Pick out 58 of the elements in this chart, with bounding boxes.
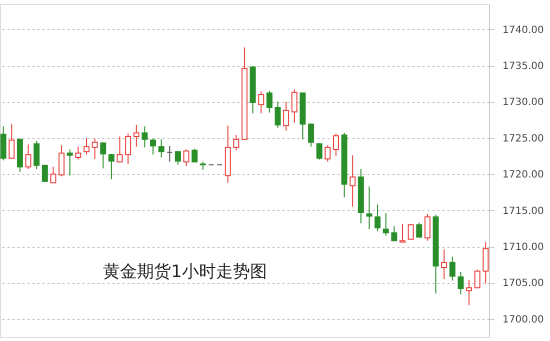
y-tick-label: 1700.00: [502, 314, 544, 326]
y-tick-label: 1740.00: [502, 24, 544, 36]
y-tick-label: 1705.00: [502, 278, 544, 290]
candlestick: [166, 145, 173, 162]
y-tick-label: 1730.00: [502, 97, 544, 108]
candlestick: [58, 144, 65, 177]
candlestick: [466, 279, 472, 306]
candlestick: [408, 224, 414, 240]
candlestick: [274, 101, 281, 128]
candlestick: [42, 164, 48, 183]
candlestick: [474, 269, 480, 288]
annotation: 黄金期货1小时走势图: [103, 262, 267, 282]
candlestick: [25, 144, 32, 170]
candlestick: [291, 88, 298, 124]
candlestick: [283, 101, 290, 132]
candlestick: [192, 148, 198, 164]
candlestick: [100, 142, 106, 169]
candlestick: [158, 138, 164, 158]
y-tick-label: 1735.00: [502, 61, 544, 72]
candlestick: [50, 166, 56, 184]
candlestick: [350, 154, 356, 208]
candlestick: [116, 136, 123, 164]
candlestick: [366, 186, 372, 230]
candlestick: [75, 146, 82, 160]
candlestick: [441, 248, 448, 280]
candlestick: [482, 242, 489, 284]
candlestick: [382, 212, 389, 236]
candlestick: [374, 204, 381, 232]
candlestick: [416, 222, 422, 238]
candlestick: [133, 124, 140, 148]
candlestick: [174, 150, 181, 166]
candlestick: [324, 144, 331, 162]
candlestick: [308, 122, 314, 148]
candlestick: [233, 134, 240, 151]
candlestick: [108, 153, 114, 180]
candlestick: [400, 224, 406, 243]
candlestick: [258, 91, 264, 114]
candlestick: [449, 256, 456, 282]
candlestick: [183, 149, 190, 167]
candlestick: [266, 90, 272, 114]
y-tick-label: 1720.00: [502, 170, 544, 181]
candlestick: [424, 213, 430, 242]
candlestick: [125, 133, 132, 164]
candlestick: [458, 271, 464, 295]
candlestick: [34, 140, 40, 170]
candlestick: [142, 126, 148, 148]
candlestick: [0, 126, 6, 161]
candlestick: [391, 226, 398, 242]
candlestick: [92, 138, 98, 160]
y-tick-label: 1710.00: [502, 242, 544, 254]
y-tick-label: 1715.00: [502, 206, 544, 217]
candlestick: [66, 149, 73, 176]
candlestick: [8, 124, 15, 159]
candlestick: [150, 138, 156, 156]
candlestick: [316, 142, 322, 160]
candlestick: [332, 133, 339, 157]
y-tick-label: 1725.00: [502, 133, 544, 144]
candlestick: [83, 137, 90, 156]
